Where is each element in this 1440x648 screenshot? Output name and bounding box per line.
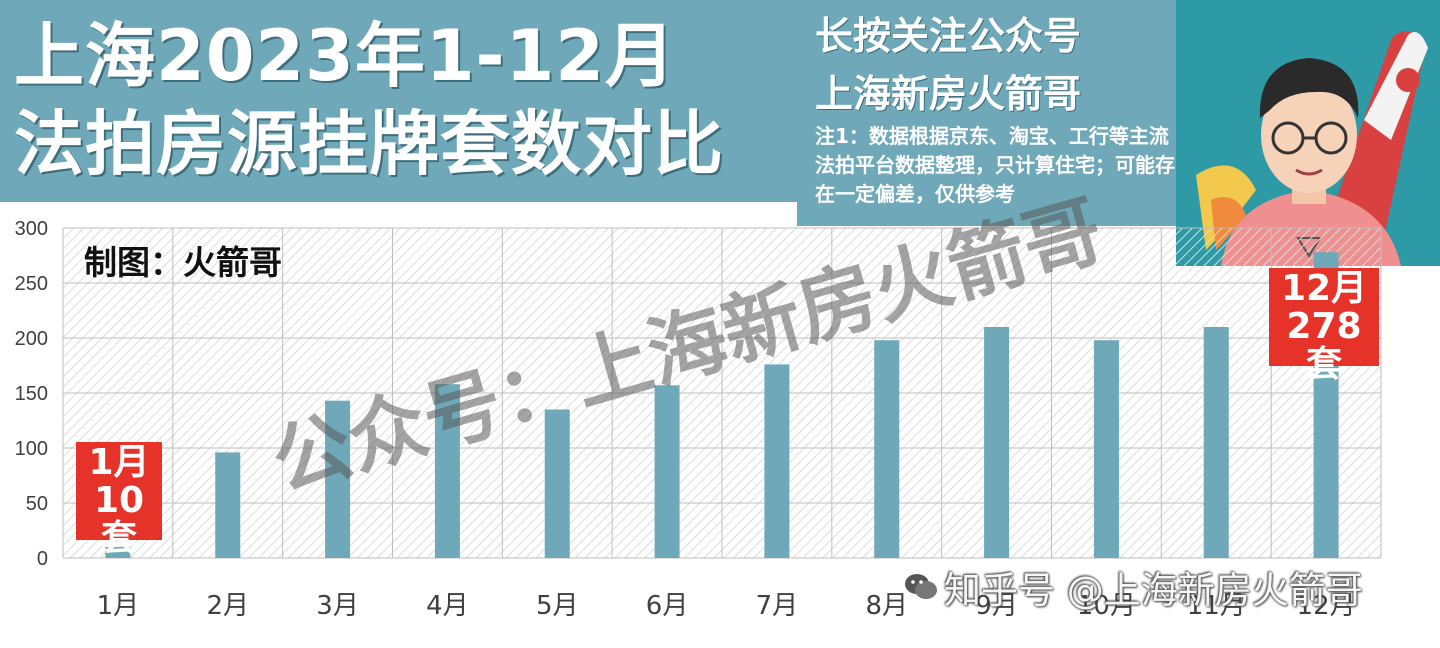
last-month-callout: 12月 278套	[1269, 268, 1379, 384]
title-banner: 上海2023年1-12月 法拍房源挂牌套数对比	[0, 0, 797, 202]
platform-watermark-text: 知乎号 @上海新房火箭哥	[944, 569, 1363, 612]
y-tick-label: 300	[15, 218, 48, 240]
x-tick-label: 10月	[1077, 591, 1136, 621]
chart-title-line2: 法拍房源挂牌套数对比	[14, 103, 724, 185]
first-month-callout: 1月 10套	[76, 442, 162, 558]
avatar	[1176, 0, 1440, 266]
x-tick-label: 11月	[1187, 591, 1246, 621]
first-month-callout-text: 1月 10套	[88, 442, 150, 559]
avatar-illustration	[1196, 31, 1428, 266]
bar-2	[215, 452, 241, 558]
chart-credit: 制图：火箭哥	[84, 243, 282, 282]
bar-3	[325, 400, 351, 558]
y-tick-label: 50	[26, 493, 48, 515]
y-tick-label: 200	[15, 328, 48, 350]
follow-banner: 长按关注公众号 上海新房火箭哥 注1：数据根据京东、淘宝、工行等主流法拍平台数据…	[797, 0, 1179, 226]
bar-chart: 0 50 100 150 200 250 300 1月 2月 3月 4月 5月 6月 7月 8月 9月 10月…	[15, 218, 1382, 621]
bar-7	[764, 364, 790, 558]
bar-1	[105, 547, 131, 558]
bar-11	[1203, 327, 1229, 558]
last-month-callout-text: 12月 278套	[1280, 268, 1368, 385]
bar-6	[654, 385, 680, 558]
x-tick-label: 2月	[206, 591, 249, 621]
y-tick-label: 0	[37, 548, 48, 570]
x-tick-label: 3月	[316, 591, 359, 621]
x-tick-label: 9月	[975, 591, 1018, 621]
wechat-icon	[905, 574, 937, 599]
bar-8	[874, 340, 900, 558]
x-tick-label: 1月	[97, 591, 140, 621]
data-note: 注1：数据根据京东、淘宝、工行等主流法拍平台数据整理，只计算住宅；可能存在一定偏…	[815, 124, 1175, 206]
x-tick-label: 12月	[1297, 591, 1356, 621]
follow-prompt: 长按关注公众号	[815, 14, 1082, 58]
y-tick-label: 100	[15, 438, 48, 460]
account-name: 上海新房火箭哥	[815, 72, 1082, 116]
bar-4	[434, 384, 460, 558]
y-tick-label: 250	[15, 273, 48, 295]
x-tick-label: 8月	[865, 591, 908, 621]
bar-5	[544, 409, 570, 558]
bar-9	[984, 327, 1010, 558]
bar-10	[1093, 340, 1119, 558]
x-tick-label: 6月	[646, 591, 689, 621]
y-tick-label: 150	[15, 383, 48, 405]
platform-watermark: 知乎号 @上海新房火箭哥	[904, 560, 1363, 614]
x-tick-label: 7月	[756, 591, 799, 621]
x-tick-label: 4月	[426, 591, 469, 621]
chart-title-line1: 上海2023年1-12月	[14, 15, 676, 97]
x-tick-label: 5月	[536, 591, 579, 621]
